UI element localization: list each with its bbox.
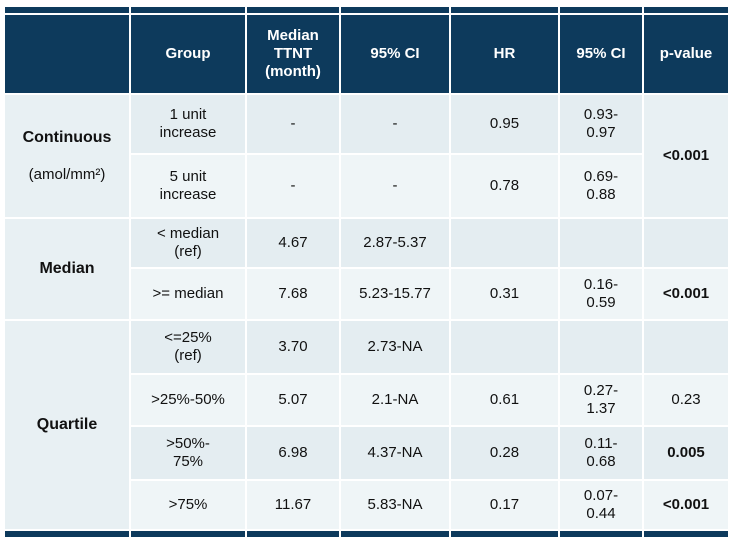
cell-hr: [451, 321, 558, 373]
cell-group: >50%- 75%: [131, 427, 245, 479]
cell-hr: [451, 219, 558, 267]
cell-ci-hr: 0.11- 0.68: [560, 427, 642, 479]
table-row: 5 unit increase - - 0.78 0.69- 0.88: [5, 155, 728, 217]
cell-hr: 0.78: [451, 155, 558, 217]
cell-group: >25%-50%: [131, 375, 245, 425]
accent-bar-segment: [341, 7, 449, 13]
row-group-label-continuous: Continuous (amol/mm²): [5, 95, 129, 217]
cell-ci-ttnt: 5.83-NA: [341, 481, 449, 529]
cell-group: 5 unit increase: [131, 155, 245, 217]
ttnt-hr-results-table: Group Median TTNT (month) 95% CI HR 95% …: [3, 5, 730, 539]
accent-bar-segment: [451, 531, 558, 537]
cell-p-value: 0.23: [644, 375, 728, 425]
table-row: >= median 7.68 5.23-15.77 0.31 0.16- 0.5…: [5, 269, 728, 319]
cell-group: >75%: [131, 481, 245, 529]
cell-p-value: <0.001: [644, 481, 728, 529]
accent-bar-segment: [131, 531, 245, 537]
cell-ci-hr: 0.27- 1.37: [560, 375, 642, 425]
group-label: Quartile: [36, 416, 98, 434]
accent-bar-segment: [5, 531, 129, 537]
cell-group: <=25% (ref): [131, 321, 245, 373]
accent-bar-segment: [341, 531, 449, 537]
table-row: Median < median (ref) 4.67 2.87-5.37: [5, 219, 728, 319]
col-header-ci-ttnt: 95% CI: [341, 15, 449, 93]
top-accent-bar: [5, 7, 728, 13]
accent-bar-segment: [560, 531, 642, 537]
accent-bar-segment: [5, 7, 129, 13]
cell-hr: 0.95: [451, 95, 558, 153]
cell-group: < median (ref): [131, 219, 245, 267]
cell-p-value: <0.001: [644, 95, 728, 217]
cell-ci-hr: [560, 321, 642, 373]
cell-median-ttnt: 11.67: [247, 481, 339, 529]
cell-hr: 0.17: [451, 481, 558, 529]
cell-ci-hr: 0.69- 0.88: [560, 155, 642, 217]
cell-group: >= median: [131, 269, 245, 319]
group-sublabel: (amol/mm²): [28, 165, 106, 183]
cell-median-ttnt: 6.98: [247, 427, 339, 479]
cell-ci-ttnt: 2.1-NA: [341, 375, 449, 425]
table-row: Continuous (amol/mm²) 1 unit increase - …: [5, 95, 728, 217]
col-header-hr: HR: [451, 15, 558, 93]
row-group-label-quartile: Quartile: [5, 321, 129, 529]
cell-ci-hr: 0.93- 0.97: [560, 95, 642, 153]
accent-bar-segment: [644, 7, 728, 13]
cell-ci-ttnt: -: [341, 155, 449, 217]
table-row: >50%- 75% 6.98 4.37-NA 0.28 0.11- 0.68 0…: [5, 427, 728, 479]
cell-median-ttnt: 5.07: [247, 375, 339, 425]
cell-median-ttnt: -: [247, 95, 339, 153]
col-header-ci-hr: 95% CI: [560, 15, 642, 93]
cell-median-ttnt: 4.67: [247, 219, 339, 267]
cell-ci-hr: [560, 219, 642, 267]
cell-ci-ttnt: 2.87-5.37: [341, 219, 449, 267]
accent-bar-segment: [247, 531, 339, 537]
accent-bar-segment: [560, 7, 642, 13]
cell-p-value: [644, 321, 728, 373]
cell-p-value: <0.001: [644, 269, 728, 319]
cell-group: 1 unit increase: [131, 95, 245, 153]
col-header-p-value: p-value: [644, 15, 728, 93]
row-group-label-median: Median: [5, 219, 129, 319]
accent-bar-segment: [131, 7, 245, 13]
cell-hr: 0.28: [451, 427, 558, 479]
cell-median-ttnt: 3.70: [247, 321, 339, 373]
cell-median-ttnt: -: [247, 155, 339, 217]
table-row: >25%-50% 5.07 2.1-NA 0.61 0.27- 1.37 0.2…: [5, 375, 728, 425]
group-label: Median: [39, 260, 95, 278]
cell-ci-ttnt: 5.23-15.77: [341, 269, 449, 319]
cell-median-ttnt: 7.68: [247, 269, 339, 319]
cell-ci-ttnt: -: [341, 95, 449, 153]
col-header-empty: [5, 15, 129, 93]
cell-ci-ttnt: 4.37-NA: [341, 427, 449, 479]
table-row: >75% 11.67 5.83-NA 0.17 0.07- 0.44 <0.00…: [5, 481, 728, 529]
table-row: Quartile <=25% (ref) 3.70 2.73-NA: [5, 321, 728, 529]
accent-bar-segment: [247, 7, 339, 13]
header-row: Group Median TTNT (month) 95% CI HR 95% …: [5, 15, 728, 93]
cell-p-value: [644, 219, 728, 267]
cell-hr: 0.61: [451, 375, 558, 425]
cell-hr: 0.31: [451, 269, 558, 319]
cell-ci-ttnt: 2.73-NA: [341, 321, 449, 373]
bottom-accent-bar: [5, 531, 728, 537]
col-header-group: Group: [131, 15, 245, 93]
accent-bar-segment: [644, 531, 728, 537]
accent-bar-segment: [451, 7, 558, 13]
cell-ci-hr: 0.16- 0.59: [560, 269, 642, 319]
col-header-median-ttnt: Median TTNT (month): [247, 15, 339, 93]
cell-p-value: 0.005: [644, 427, 728, 479]
group-label: Continuous: [22, 128, 112, 146]
cell-ci-hr: 0.07- 0.44: [560, 481, 642, 529]
